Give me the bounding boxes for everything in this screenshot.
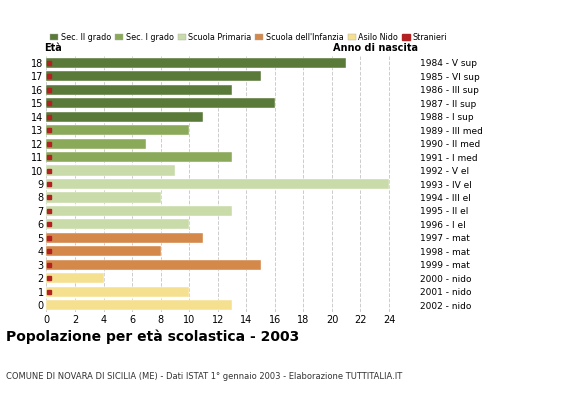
Bar <box>46 219 189 230</box>
Bar <box>46 112 204 122</box>
Bar <box>46 233 204 243</box>
Text: COMUNE DI NOVARA DI SICILIA (ME) - Dati ISTAT 1° gennaio 2003 - Elaborazione TUT: COMUNE DI NOVARA DI SICILIA (ME) - Dati … <box>6 372 402 381</box>
Bar <box>46 152 232 162</box>
Bar <box>46 300 232 310</box>
Bar <box>46 287 189 297</box>
Bar <box>46 125 189 135</box>
Text: Anno di nascita: Anno di nascita <box>332 44 418 54</box>
Bar <box>46 71 260 81</box>
Bar <box>46 206 232 216</box>
Bar <box>46 98 275 108</box>
Text: Età: Età <box>45 44 62 54</box>
Bar <box>46 273 103 283</box>
Bar <box>46 166 175 176</box>
Legend: Sec. II grado, Sec. I grado, Scuola Primaria, Scuola dell'Infanzia, Asilo Nido, : Sec. II grado, Sec. I grado, Scuola Prim… <box>50 33 447 42</box>
Bar <box>46 246 161 256</box>
Bar <box>46 138 146 149</box>
Bar <box>46 179 389 189</box>
Bar <box>46 192 161 202</box>
Bar <box>46 58 346 68</box>
Text: Popolazione per età scolastica - 2003: Popolazione per età scolastica - 2003 <box>6 330 299 344</box>
Bar <box>46 85 232 95</box>
Bar <box>46 260 260 270</box>
